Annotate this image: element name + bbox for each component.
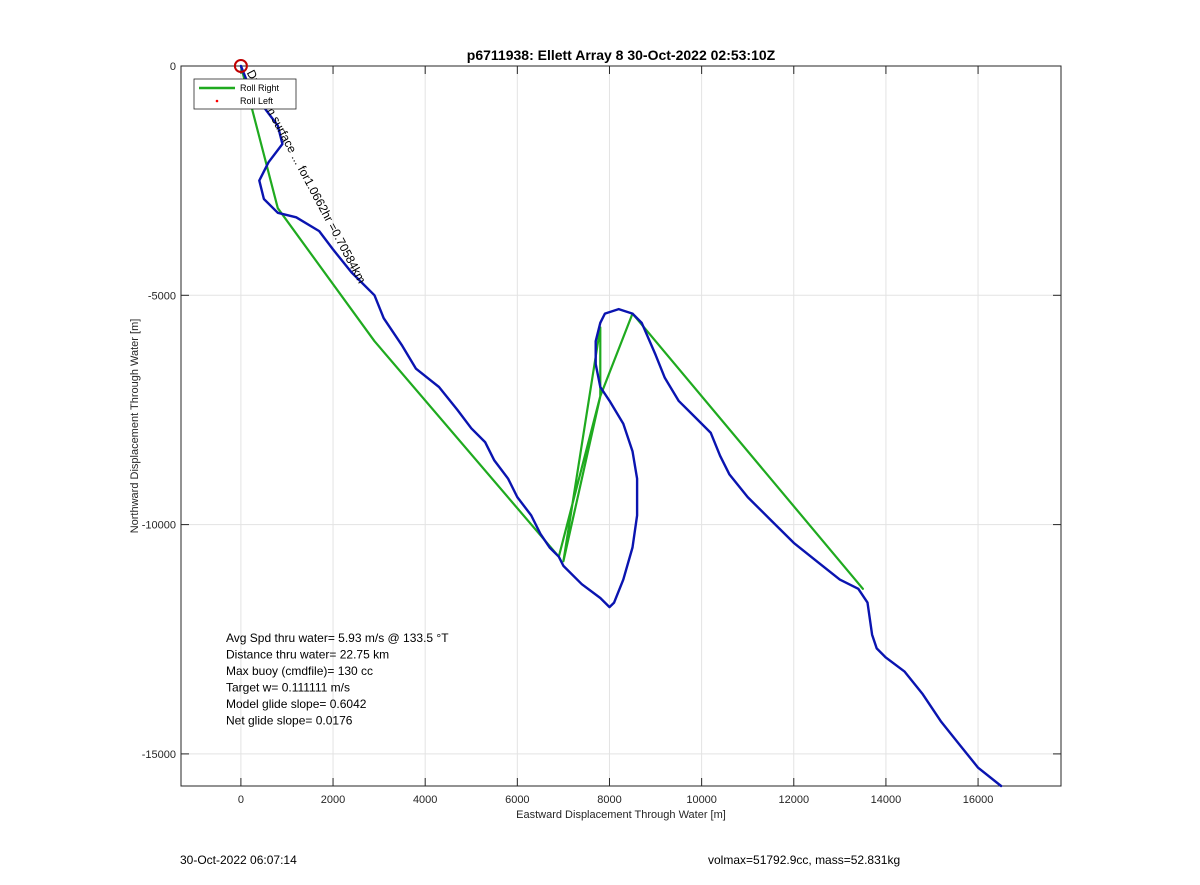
x-tick-label: 14000 [871, 794, 902, 806]
stats-line: Avg Spd thru water= 5.93 m/s @ 133.5 °T [226, 631, 449, 645]
legend-box [193, 78, 297, 110]
x-tick-label: 4000 [413, 794, 437, 806]
y-tick-label: 0 [170, 61, 176, 73]
legend: Roll Right Roll Left [193, 78, 297, 110]
y-tick-label: -15000 [142, 749, 176, 761]
stats-line: Distance thru water= 22.75 km [226, 648, 389, 662]
y-axis-label: Northward Displacement Through Water [m] [129, 319, 141, 534]
markers [233, 59, 248, 73]
x-axis-label: Eastward Displacement Through Water [m] [516, 809, 726, 821]
footer-volume-mass: volmax=51792.9cc, mass=52.831kg [708, 853, 901, 867]
axis-ticks: 0 2000 4000 6000 8000 10000 12000 14000 16000 0 -5… [142, 61, 1061, 806]
legend-roll-right-label: Roll Right [240, 83, 280, 93]
stats-line: Max buoy (cmdfile)= 130 cc [226, 664, 373, 678]
stats-line: Net glide slope= 0.0176 [226, 714, 353, 728]
series-lines [239, 64, 1003, 788]
x-tick-label: 16000 [963, 794, 994, 806]
y-tick-label: -5000 [148, 290, 176, 302]
roll-right-line [239, 64, 865, 590]
legend-roll-left-label: Roll Left [240, 96, 274, 106]
start-marker [233, 59, 248, 73]
stats-line: Model glide slope= 0.6042 [226, 697, 367, 711]
footer-timestamp: 30-Oct-2022 06:07:14 [180, 853, 297, 867]
x-tick-label: 8000 [597, 794, 621, 806]
chart-title: p6711938: Ellett Array 8 30-Oct-2022 02:… [467, 47, 776, 63]
y-tick-label: -10000 [142, 520, 176, 532]
track-line [239, 64, 1003, 788]
x-tick-label: 12000 [778, 794, 809, 806]
x-tick-label: 10000 [686, 794, 717, 806]
x-tick-label: 6000 [505, 794, 529, 806]
x-tick-label: 0 [238, 794, 244, 806]
x-tick-label: 2000 [321, 794, 345, 806]
legend-roll-left-swatch [215, 99, 219, 103]
stats-text-block: Avg Spd thru water= 5.93 m/s @ 133.5 °T D… [226, 631, 449, 728]
axes-box [180, 65, 1062, 787]
stats-line: Target w= 0.111111 m/s [226, 681, 350, 695]
